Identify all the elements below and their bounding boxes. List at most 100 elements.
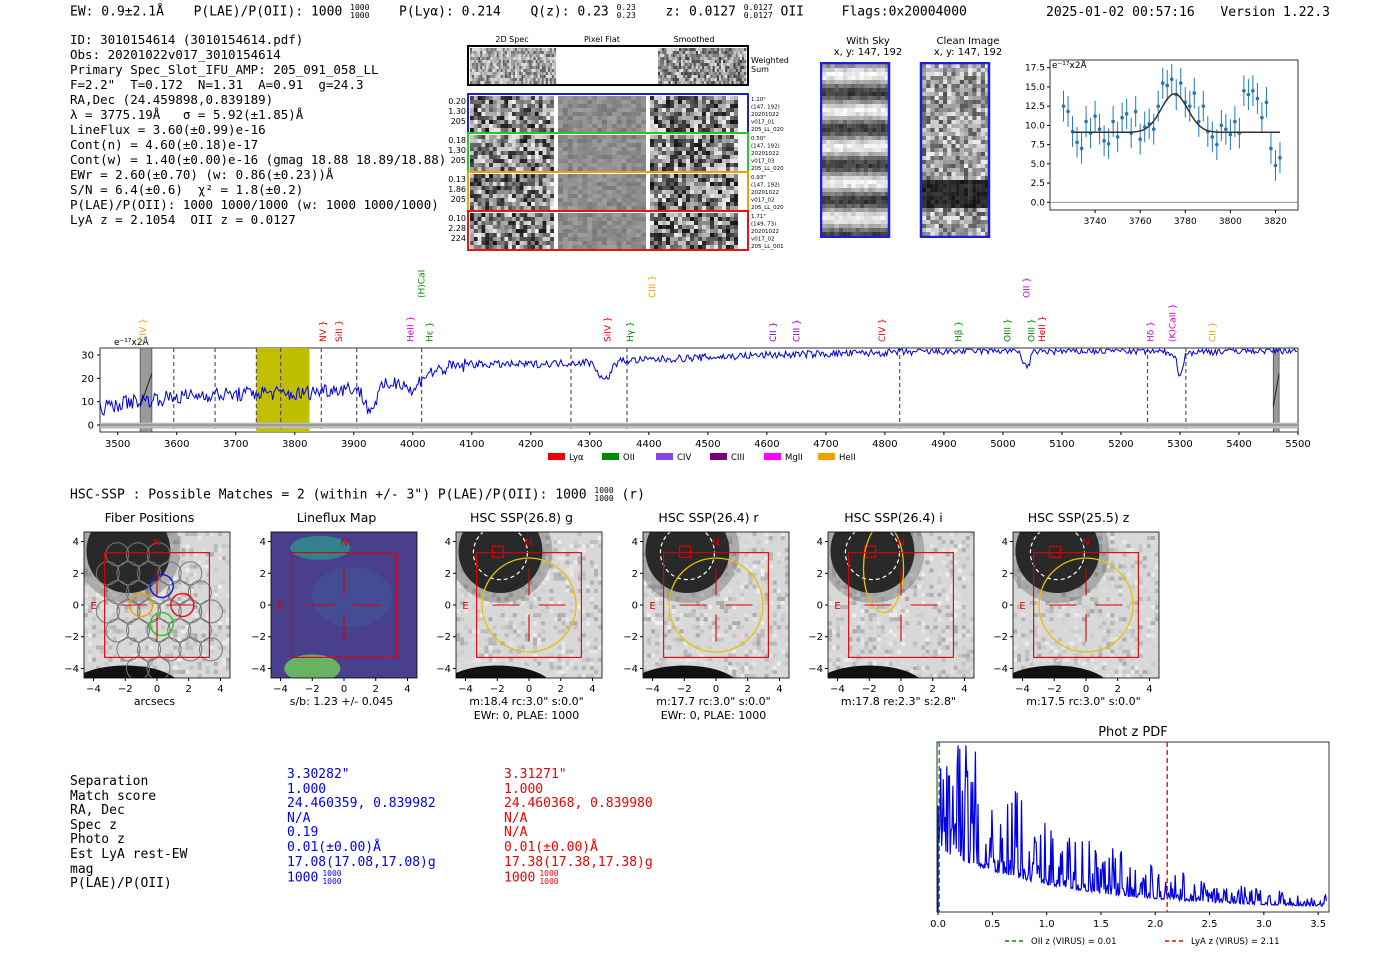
cutout-pixel — [606, 237, 613, 242]
sky-pixel — [822, 132, 827, 137]
weighted-pixel — [478, 72, 481, 76]
cutout-pixel — [694, 198, 699, 203]
smoothed-pixel — [697, 72, 701, 76]
cutout-pixel — [470, 198, 475, 203]
cutout-pixel — [550, 198, 555, 203]
cutout-pixel — [710, 143, 715, 148]
cutout-pixel — [519, 229, 524, 234]
cutout-pixel — [592, 128, 598, 133]
sky-pixel — [951, 152, 956, 157]
cutout-pixel — [592, 229, 598, 234]
cutout-pixel — [641, 128, 647, 133]
sky-pixel — [930, 80, 935, 85]
smoothed-pixel — [744, 60, 747, 64]
smoothed-pixel — [691, 57, 694, 61]
cutout-pixel — [666, 225, 671, 230]
sky-pixel — [876, 72, 881, 77]
cutout-pixel — [670, 100, 675, 105]
cutout-pixel — [730, 159, 735, 164]
cutout-pixel — [523, 159, 528, 164]
sky-pixel — [980, 204, 986, 209]
cutout-pixel — [597, 135, 603, 140]
cutout-pixel — [492, 206, 498, 211]
cutout-pixel — [602, 178, 608, 183]
cutout-pixel — [597, 147, 603, 152]
cutout-pixel — [674, 167, 679, 172]
cutout-row-left-value: 224 — [451, 234, 466, 243]
cutout-pixel — [527, 139, 532, 144]
smoothed-pixel — [662, 63, 665, 67]
cutout-pixel — [641, 202, 647, 207]
weighted-pixel — [511, 57, 514, 61]
sky-pixel — [934, 176, 939, 181]
sky-pixel — [947, 224, 952, 229]
sky-pixel — [980, 128, 986, 133]
sky-pixel — [972, 100, 977, 105]
cutout-row-right-value: 20201022 — [751, 151, 779, 157]
sky-pixel — [943, 208, 948, 213]
smoothed-pixel — [706, 63, 709, 67]
sky-pixel — [980, 212, 986, 217]
cutout-pixel — [496, 233, 501, 238]
smoothed-pixel — [672, 54, 675, 58]
smoothed-pixel — [658, 63, 661, 67]
cutout-pixel — [710, 229, 715, 234]
cutout-pixel — [641, 221, 647, 226]
smoothed-pixel — [700, 63, 703, 67]
cutout-pixel — [546, 233, 551, 238]
weighted-pixel — [539, 60, 542, 64]
cutout-pixel — [682, 213, 687, 218]
sky-pixel — [880, 160, 886, 165]
sky-pixel — [985, 228, 990, 233]
cutout-pixel — [587, 190, 593, 195]
cutout-pixel — [726, 174, 731, 179]
cutout-pixel — [714, 206, 719, 211]
cutout-pixel — [546, 229, 551, 234]
weighted-pixel — [552, 78, 555, 82]
cutout-pixel — [546, 104, 551, 109]
sky-pixel — [880, 148, 886, 153]
cutout-pixel — [587, 186, 593, 191]
weighted-pixel — [523, 66, 526, 70]
cutout-pixel — [631, 229, 637, 234]
cutout-pixel — [477, 155, 482, 160]
cutout-pixel — [662, 112, 667, 117]
sky-pixel — [880, 152, 886, 157]
sky-pixel — [959, 136, 965, 141]
sky-pixel — [838, 212, 844, 217]
sky-pixel — [930, 172, 935, 177]
smoothed-pixel — [691, 51, 694, 55]
sky-pixel — [876, 68, 881, 73]
smoothed-pixel — [708, 78, 711, 82]
weighted-pixel — [488, 81, 491, 85]
weighted-pixel — [511, 54, 514, 58]
cutout-pixel — [662, 213, 667, 218]
cutout-pixel — [636, 167, 642, 172]
cutout-pixel — [582, 190, 588, 195]
cutout-pixel — [508, 100, 513, 105]
cutout-pixel — [626, 163, 632, 168]
weighted-pixel — [488, 54, 491, 58]
weighted-pixel — [480, 69, 483, 73]
sky-pixel — [847, 108, 852, 113]
sky-pixel — [885, 164, 890, 169]
fit-point — [1102, 138, 1106, 143]
sky-pixel — [955, 108, 960, 113]
cutout-pixel — [492, 241, 498, 246]
clean-image-frame — [919, 62, 991, 238]
cutout-pixel — [531, 182, 536, 187]
sky-pixel — [934, 124, 939, 129]
sky-pixel — [880, 72, 886, 77]
cutout-pixel — [531, 237, 536, 242]
cutout-pixel — [558, 190, 564, 195]
weighted-pixel — [519, 48, 522, 52]
sky-pixel — [959, 184, 965, 189]
sky-pixel — [847, 228, 852, 233]
smoothed-pixel — [716, 75, 719, 79]
weighted-pixel — [533, 54, 536, 58]
sky-pixel — [822, 152, 827, 157]
sky-pixel — [976, 152, 981, 157]
cutout-pixel — [722, 147, 727, 152]
weighted-pixel — [539, 81, 542, 85]
cutout-pixel — [485, 104, 490, 109]
